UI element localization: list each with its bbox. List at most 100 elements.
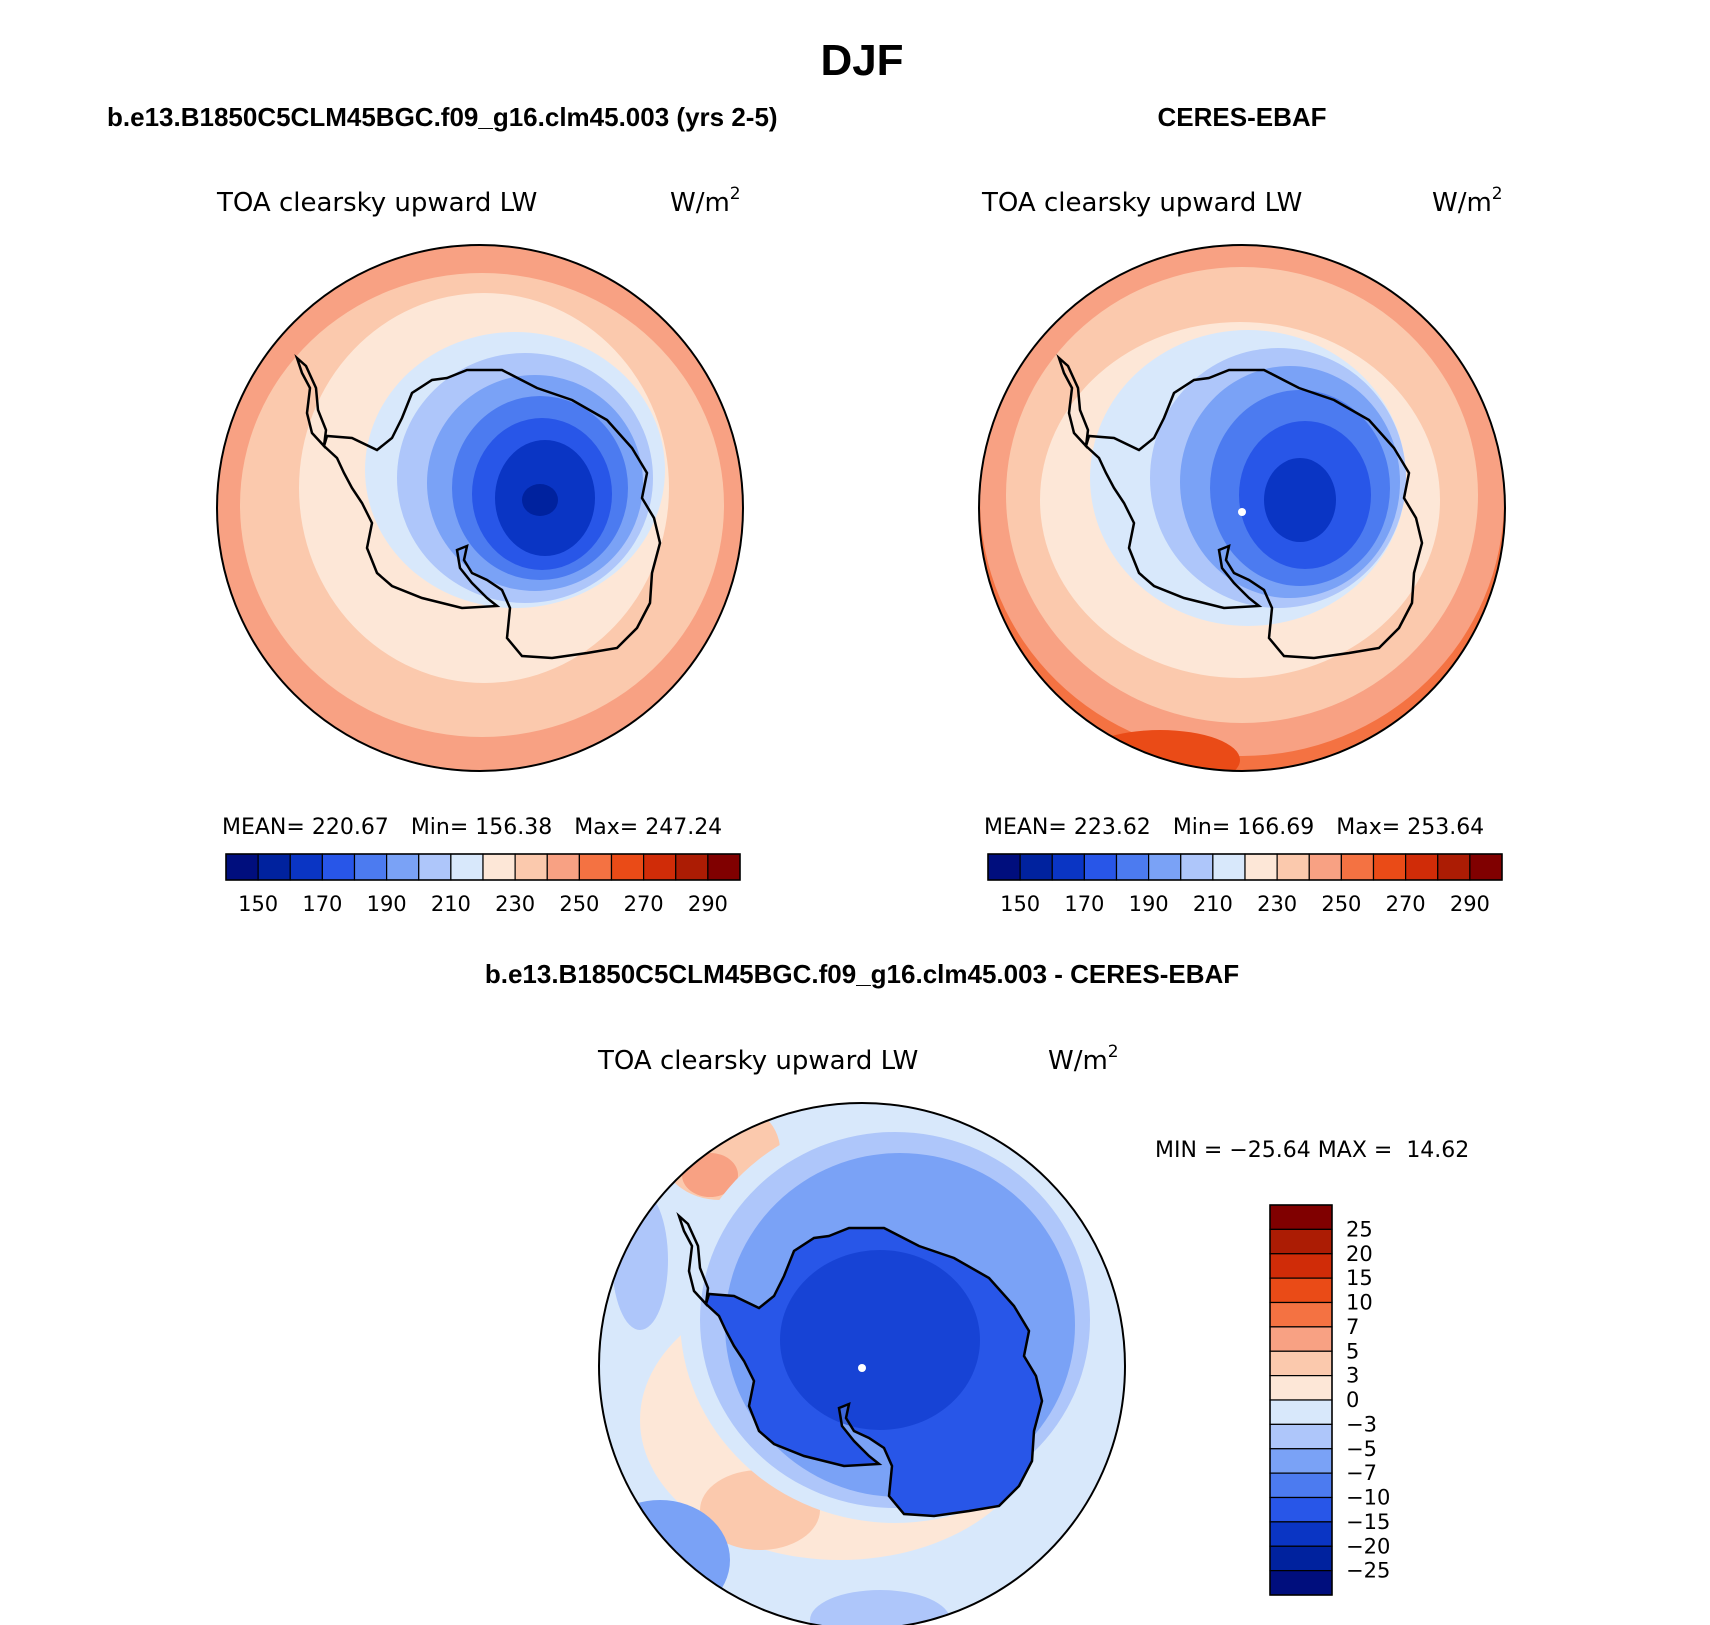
colorbar-obs-swatch [1469,853,1503,881]
colorbar-obs-tick-label: 210 [1193,892,1233,916]
colorbar-obs-swatch [1244,853,1278,881]
panel-model-units-exp: 2 [730,184,741,204]
colorbar-obs-tick-label: 230 [1257,892,1297,916]
map-obs-border [978,244,1506,772]
colorbar-difference-tick-label: 10 [1346,1291,1373,1315]
colorbar-difference-tick-label: −25 [1346,1559,1390,1583]
colorbar-obs-swatch [1180,853,1214,881]
panel-model-stats: MEAN= 220.67 Min= 156.38 Max= 247.24 [222,815,722,840]
colorbar-difference-swatch [1269,1472,1333,1499]
panel-model-variable: TOA clearsky upward LW [216,188,537,218]
colorbar-difference-swatch [1269,1399,1333,1425]
colorbar-model-swatch [578,853,613,881]
panel-difference-units-exp: 2 [1108,1042,1119,1062]
colorbar-obs-tick-label: 150 [1000,892,1040,916]
panel-difference-variable: TOA clearsky upward LW [597,1046,918,1076]
colorbar-obs-swatch [1019,853,1053,881]
colorbar-difference-tick-label: −3 [1346,1412,1377,1436]
colorbar-difference-swatch [1269,1253,1333,1279]
colorbar-model-tick-label: 250 [559,892,599,916]
colorbar-obs-swatch [1340,853,1375,881]
colorbar-model-swatch [546,853,580,881]
colorbar-obs-swatch [1148,853,1182,881]
colorbar-obs-tick-label: 190 [1129,892,1169,916]
colorbar-obs-swatch [1115,853,1150,881]
colorbar-difference-swatch [1269,1570,1333,1596]
colorbar-model-tick-label: 170 [302,892,342,916]
colorbar-difference-tick-label: 25 [1346,1217,1373,1241]
colorbar-obs-tick-label: 290 [1450,892,1490,916]
colorbar-model-swatch [514,853,548,881]
panel-obs-units-exp: 2 [1492,184,1503,204]
map-difference [599,1103,1125,1625]
colorbar-model-swatch [386,853,420,881]
colorbar-model-swatch [610,853,645,881]
colorbar-obs-swatch [1083,853,1118,881]
colorbar-obs-swatch [1308,853,1342,881]
colorbar-model-tick-label: 150 [238,892,278,916]
colorbar-model-swatch [353,853,388,881]
colorbar-obs-swatch [987,853,1021,881]
colorbar-obs-swatch [1212,853,1246,881]
panel-obs-stats: MEAN= 223.62 Min= 166.69 Max= 253.64 [984,815,1484,840]
panel-difference-header: b.e13.B1850C5CLM45BGC.f09_g16.clm45.003 … [485,959,1239,989]
colorbar-model-tick-label: 270 [624,892,664,916]
colorbar-obs-tick-label: 270 [1386,892,1426,916]
colorbar-difference-swatch [1269,1375,1333,1401]
colorbar-model-swatch [289,853,323,881]
panel-obs-header: CERES-EBAF [1157,102,1326,132]
map-difference-border [598,1102,1126,1625]
colorbar-model-tick-label: 190 [367,892,407,916]
colorbar-difference-swatch [1269,1326,1333,1352]
colorbar-obs-swatch [1276,853,1310,881]
map-model [217,245,743,771]
panel-difference-minmax: MIN = −25.64 MAX = 14.62 [1155,1138,1469,1163]
panel-difference: b.e13.B1850C5CLM45BGC.f09_g16.clm45.003 … [485,959,1469,1625]
colorbar-obs-frame [987,853,1503,881]
colorbar-difference-tick-label: −20 [1346,1534,1390,1558]
colorbar-model-swatch [450,853,484,881]
colorbar-difference-frame [1269,1204,1333,1596]
panel-obs: CERES-EBAF TOA clearsky upward LW W/m2 M… [978,102,1506,916]
colorbar-model-tick-label: 230 [495,892,535,916]
panel-obs-variable: TOA clearsky upward LW [981,188,1302,218]
colorbar-obs-swatch [1051,853,1085,881]
colorbar-obs-tick-label: 170 [1064,892,1104,916]
colorbar-model-swatch [643,853,677,881]
map-obs [979,245,1505,771]
panel-difference-units-base: W/m [1048,1046,1108,1076]
colorbar-difference-tick-label: 7 [1346,1315,1359,1339]
panel-obs-units: W/m2 [1432,184,1503,218]
colorbar-difference-tick-label: −15 [1346,1510,1390,1534]
colorbar-difference-swatch [1269,1545,1333,1572]
colorbar-difference-tick-label: 15 [1346,1266,1373,1290]
map-model-border [216,244,744,772]
colorbar-difference-swatch [1269,1423,1333,1450]
colorbar-difference-swatch [1269,1496,1333,1523]
colorbar-obs-swatch [1372,853,1407,881]
colorbar-model-frame [225,853,741,881]
colorbar-obs-tick-label: 250 [1321,892,1361,916]
colorbar-difference-tick-label: 20 [1346,1242,1373,1266]
panel-model-units: W/m2 [670,184,741,218]
panel-model: b.e13.B1850C5CLM45BGC.f09_g16.clm45.003 … [107,102,778,916]
colorbar-difference-tick-label: −7 [1346,1461,1377,1485]
colorbar-difference-tick-label: 3 [1346,1364,1359,1388]
colorbar-model-swatch [321,853,356,881]
colorbar-difference-swatch [1269,1350,1333,1377]
colorbar-model: 150 170 190 210 230 250 270 290 [225,853,741,916]
colorbar-difference-tick-label: 0 [1346,1388,1359,1412]
panel-model-units-base: W/m [670,188,730,218]
colorbar-model-swatch [675,853,709,881]
colorbar-obs-swatch [1405,853,1439,881]
colorbar-model-tick-label: 290 [688,892,728,916]
panel-difference-units: W/m2 [1048,1042,1119,1076]
colorbar-obs: 150 170 190 210 230 250 270 290 [987,853,1503,916]
colorbar-model-swatch [225,853,259,881]
colorbar-difference-tick-label: −5 [1346,1437,1377,1461]
colorbar-difference-swatch [1269,1301,1333,1328]
colorbar-difference-tick-label: −10 [1346,1486,1390,1510]
colorbar-difference-tick-label: 5 [1346,1339,1359,1363]
